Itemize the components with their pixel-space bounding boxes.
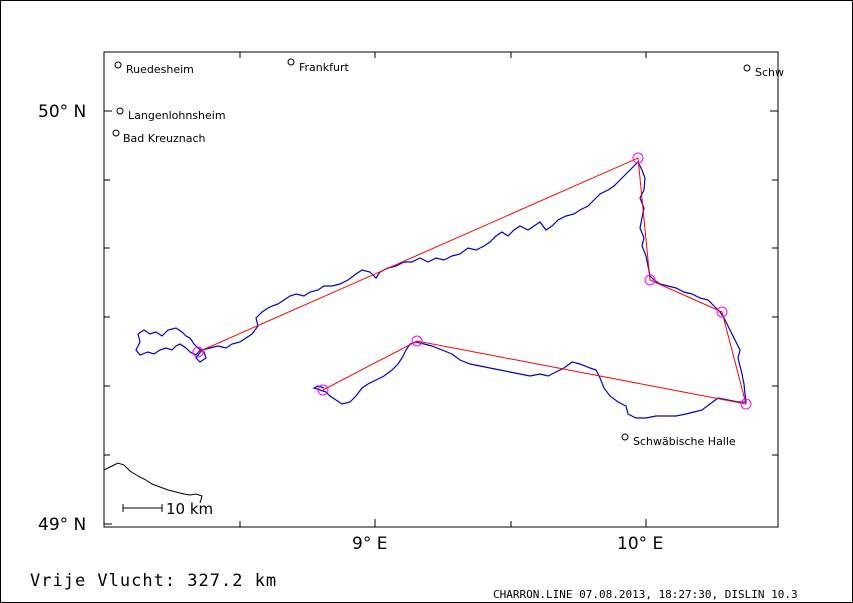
town-schw: Schw: [755, 66, 784, 79]
town-marker-schwaebische-halle: [621, 433, 629, 441]
town-langenlohnsheim: Langenlohnsheim: [128, 109, 226, 122]
turnpoint-start: [192, 346, 204, 358]
town-schwaebische-halle: Schwäbische Halle: [633, 435, 736, 448]
country-border: [103, 462, 203, 504]
distance-label: Vrije Vlucht: 327.2 km: [30, 571, 277, 591]
right-axis-ticks: [770, 110, 778, 456]
turnpoint-1: [632, 152, 644, 164]
lat-label-49: 49° N: [38, 515, 86, 535]
scale-label: 10 km: [166, 500, 213, 518]
footer-info: CHARRON.LINE 07.08.2013, 18:27:30, DISLI…: [493, 588, 798, 601]
turnpoint-3: [716, 306, 728, 318]
turnpoints: [192, 152, 752, 410]
map-plot-area: [103, 51, 779, 528]
lon-label-9: 9° E: [352, 534, 387, 554]
town-markers: Ruedesheim Frankfurt Schw Langenlohnshei…: [112, 58, 784, 448]
lat-label-50: 50° N: [38, 102, 86, 122]
town-ruedesheim: Ruedesheim: [126, 63, 194, 76]
turnpoint-2: [644, 274, 656, 286]
town-marker-frankfurt: [287, 58, 295, 66]
top-axis-ticks: [239, 52, 647, 58]
lon-label-10: 10° E: [617, 534, 663, 554]
scale-bar: 10 km: [122, 500, 213, 518]
town-frankfurt: Frankfurt: [299, 61, 349, 74]
town-marker-langenlohnsheim: [116, 107, 124, 115]
turnpoint-5: [411, 335, 423, 347]
turnpoint-4: [740, 398, 752, 410]
left-axis-ticks: [104, 110, 112, 525]
task-line: [197, 157, 747, 405]
town-marker-bad-kreuznach: [112, 129, 120, 137]
bottom-axis-ticks: [239, 519, 647, 527]
gps-track: [135, 160, 747, 419]
town-marker-schw: [743, 64, 751, 72]
turnpoint-finish: [317, 384, 329, 396]
town-bad-kreuznach: Bad Kreuznach: [123, 132, 206, 145]
town-marker-ruedesheim: [114, 61, 122, 69]
